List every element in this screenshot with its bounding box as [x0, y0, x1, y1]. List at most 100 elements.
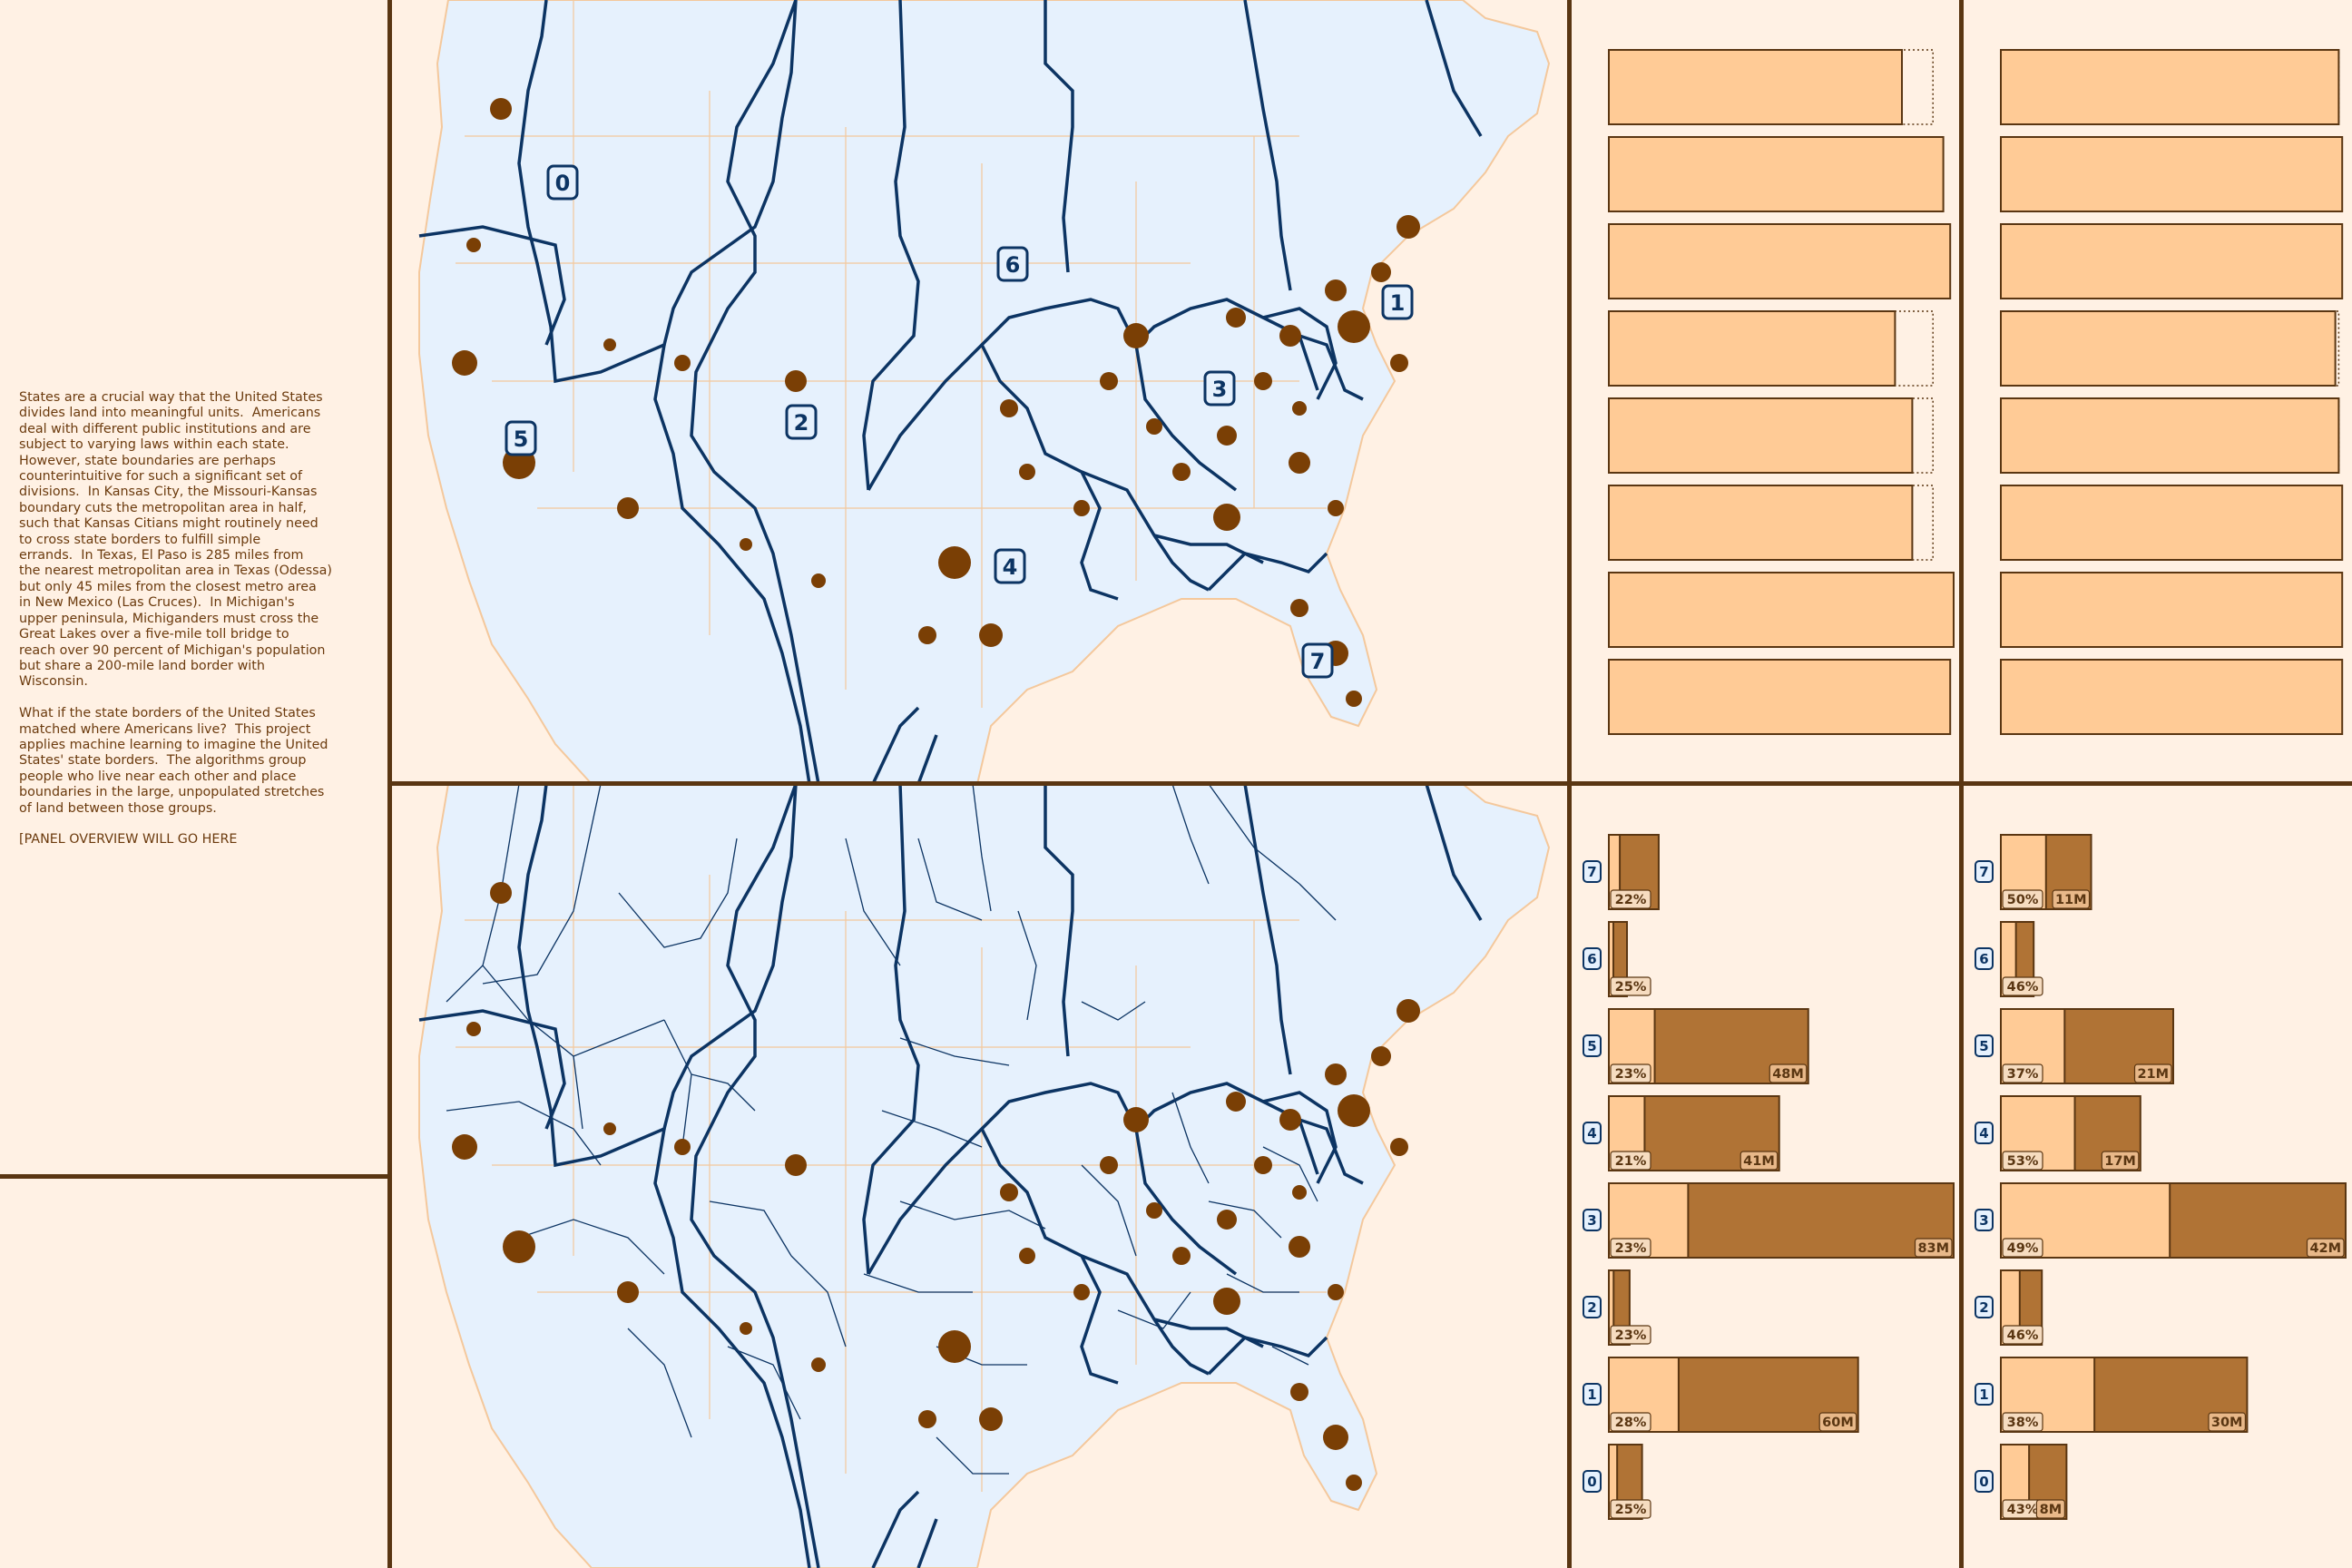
category-badge [1583, 860, 1602, 883]
total-label: 30M [2211, 1416, 2243, 1430]
total-label: 83M [1917, 1241, 1949, 1256]
bar-panel-top-left [1570, 0, 1962, 784]
category-label: 1 [1979, 1387, 1988, 1403]
percent-label: 22% [1615, 893, 1647, 907]
percent-label: 53% [2007, 1154, 2039, 1169]
region-borders [418, 0, 1483, 784]
region-label-markers: 0 1 2 3 4 5 6 7 [505, 164, 1414, 679]
total-label-box [1740, 1151, 1779, 1171]
total-label: 48M [1772, 1067, 1804, 1082]
region-label: 2 [794, 410, 809, 436]
total-label-box [2306, 1238, 2345, 1258]
bar-panel-top-right [1962, 0, 2352, 784]
divider-vertical-1 [1567, 0, 1572, 1568]
category-label: 3 [1979, 1212, 1988, 1229]
category-label: 7 [1587, 864, 1596, 880]
category-label: 2 [1587, 1299, 1596, 1316]
total-label: 17M [2104, 1154, 2136, 1169]
total-label: 42M [2309, 1241, 2341, 1256]
category-badge [1583, 947, 1602, 970]
percent-label: 50% [2007, 893, 2039, 907]
total-label: 41M [1743, 1154, 1775, 1169]
region-label: 5 [514, 426, 529, 452]
percent-label: 38% [2007, 1416, 2039, 1430]
region-label: 4 [1003, 554, 1018, 580]
total-label-box [1818, 1412, 1857, 1432]
bar-panel-bottom-left: 7 22% 6 25% 5 23% 48M 4 21% 41M 3 23% 83M 2 23% 1 28% 60M… [1570, 784, 1962, 1568]
category-badge [1583, 1383, 1602, 1406]
bar-chart-top-right [2000, 49, 2344, 735]
percent-label-box [2002, 1325, 2043, 1345]
percent-label-box [2002, 1412, 2043, 1432]
category-badge [1975, 860, 1994, 883]
bar [1608, 485, 1914, 561]
percent-label: 49% [2007, 1241, 2039, 1256]
category-badge [1583, 1122, 1602, 1144]
total-label-box [1769, 1063, 1808, 1083]
category-label: 0 [1979, 1474, 1988, 1490]
category-label: 4 [1979, 1125, 1988, 1142]
category-badge [1975, 1209, 1994, 1231]
category-badge [1975, 1296, 1994, 1318]
map-bottom [418, 784, 1551, 1568]
bar [2000, 485, 2344, 561]
percent-label: 46% [2007, 1328, 2039, 1343]
percent-label-box [1610, 1325, 1651, 1345]
percent-label: 23% [1615, 1067, 1647, 1082]
bar [1608, 659, 1952, 735]
total-label-box [2101, 1151, 2140, 1171]
bar-chart-bottom-left: 7 22% 6 25% 5 23% 48M 4 21% 41M 3 23% 83M 2 23% 1 28% 60M… [1583, 834, 1955, 1520]
category-badge [1975, 947, 1994, 970]
bar [1608, 397, 1914, 474]
bar [2000, 310, 2337, 387]
category-badge [1583, 1209, 1602, 1231]
region-label: 7 [1310, 649, 1326, 674]
percent-label-box [2002, 1238, 2043, 1258]
region-label: 6 [1005, 252, 1021, 278]
bar-percent [1608, 1444, 1619, 1520]
bar [2000, 659, 2344, 735]
percent-label-box [1610, 1063, 1651, 1083]
region-label: 0 [555, 171, 571, 196]
category-label: 1 [1587, 1387, 1596, 1403]
bar [1608, 572, 1955, 648]
total-label: 60M [1822, 1416, 1854, 1430]
region-borders [418, 784, 1483, 1568]
category-badge [1583, 1296, 1602, 1318]
total-label: 8M [2040, 1503, 2063, 1517]
percent-label: 37% [2007, 1067, 2039, 1082]
bar [2000, 572, 2344, 648]
category-label: 5 [1587, 1038, 1596, 1054]
category-badge [1975, 1122, 1994, 1144]
land-shape [418, 0, 1551, 784]
total-label: 21M [2137, 1067, 2169, 1082]
category-label: 6 [1587, 951, 1596, 967]
percent-label: 23% [1615, 1328, 1647, 1343]
percent-label-box [2002, 1063, 2043, 1083]
intro-text: States are a crucial way that the United… [19, 390, 332, 848]
percent-label: 25% [1615, 1503, 1647, 1517]
map-bottom-panel [392, 784, 1570, 1568]
total-label-box [1914, 1238, 1953, 1258]
percent-label-box [1610, 1412, 1651, 1432]
percent-label: 21% [1615, 1154, 1647, 1169]
category-badge [1975, 1034, 1994, 1057]
state-lines [456, 784, 1327, 1492]
total-label-box [2052, 889, 2091, 909]
percent-label-box [2002, 889, 2043, 909]
bar [1608, 49, 1903, 125]
percent-label-box [1610, 1499, 1651, 1519]
total-label: 11M [2055, 893, 2087, 907]
subregion-borders [446, 784, 1337, 1475]
map-top: 0 1 2 3 4 5 6 7 [418, 0, 1551, 784]
bar-percent [1608, 1269, 1615, 1346]
percent-label-box [1610, 889, 1651, 909]
percent-label-box [1610, 1151, 1651, 1171]
map-top-panel: 0 1 2 3 4 5 6 7 [392, 0, 1570, 784]
percent-label-box [2002, 976, 2043, 996]
empty-panel [0, 1179, 392, 1568]
region-label: 3 [1212, 377, 1228, 402]
bar-chart-top-left [1608, 49, 1955, 735]
category-label: 0 [1587, 1474, 1596, 1490]
region-label: 1 [1390, 290, 1406, 316]
